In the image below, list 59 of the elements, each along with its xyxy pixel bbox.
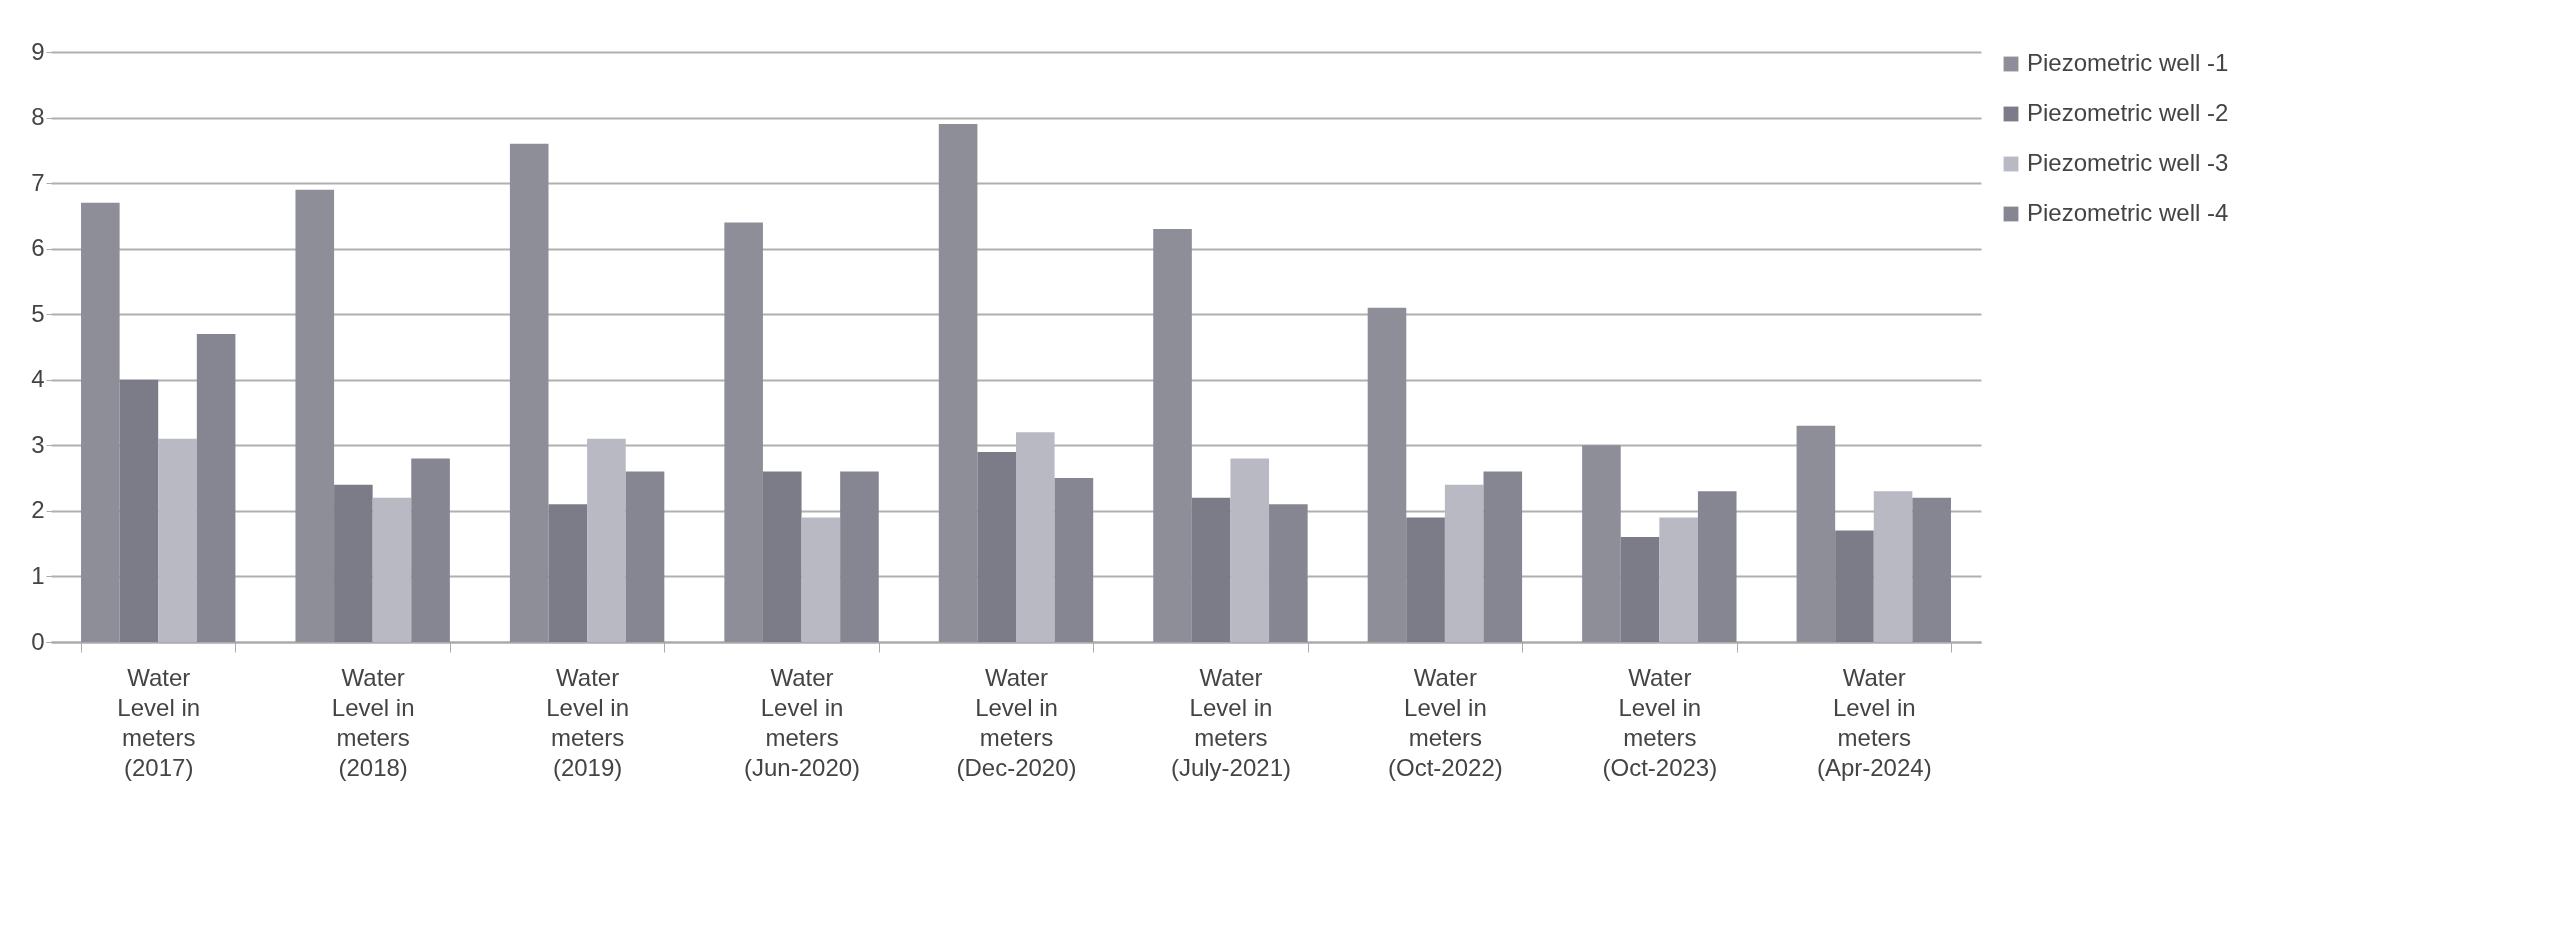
legend-label: Piezometric well -1 xyxy=(2027,49,2229,76)
bar xyxy=(1444,484,1484,642)
bar xyxy=(334,484,373,642)
bar xyxy=(411,458,450,642)
bar xyxy=(1153,229,1192,642)
bar xyxy=(1269,504,1308,642)
y-tick-label: 0 xyxy=(31,627,45,655)
bar xyxy=(762,471,802,642)
bar xyxy=(801,517,841,642)
bar xyxy=(625,471,665,642)
bar xyxy=(1367,307,1407,642)
bar xyxy=(1835,530,1874,642)
bar xyxy=(548,504,588,642)
x-tick-label: Water Level in meters (Oct-2022) xyxy=(1388,663,1503,781)
bar xyxy=(840,471,879,642)
bar xyxy=(1016,432,1055,642)
bar xyxy=(724,222,763,642)
y-tick-label: 6 xyxy=(31,234,45,262)
x-tick-label: Water Level in meters (July-2021) xyxy=(1170,663,1291,781)
y-tick-label: 3 xyxy=(31,430,45,458)
y-tick-label: 7 xyxy=(31,168,45,196)
bar xyxy=(1230,458,1270,642)
x-tick-label: Water Level in meters (Jun-2020) xyxy=(744,663,861,781)
bar xyxy=(81,202,120,642)
bar xyxy=(372,497,412,642)
bar xyxy=(1659,517,1698,642)
bar xyxy=(1620,537,1660,642)
bar xyxy=(1873,491,1913,642)
x-tick-label: Water Level in meters (Apr-2024) xyxy=(1816,663,1932,781)
x-tick-label: Water Level in meters (Dec-2020) xyxy=(956,663,1077,781)
y-tick-label: 1 xyxy=(31,561,45,589)
legend-label: Piezometric well -2 xyxy=(2027,99,2229,126)
bar xyxy=(119,379,159,642)
x-tick-label: Water Level in meters (Oct-2023) xyxy=(1602,663,1718,781)
bar xyxy=(158,438,197,642)
bar xyxy=(1054,478,1094,642)
bar xyxy=(295,189,335,642)
bar xyxy=(1912,497,1951,642)
x-tick-label: Water Level in meters (2019) xyxy=(546,663,629,781)
bar xyxy=(587,438,626,642)
bar xyxy=(1191,497,1231,642)
bar xyxy=(1697,491,1737,642)
x-tick-label: Water Level in meters (2017) xyxy=(117,663,201,781)
y-tick-label: 5 xyxy=(31,299,45,327)
x-tick-label: Water Level in meters (2018) xyxy=(331,663,415,781)
bar xyxy=(938,124,978,642)
bar xyxy=(1796,425,1836,642)
y-tick-label: 2 xyxy=(31,496,45,524)
y-tick-label: 9 xyxy=(31,37,45,65)
bar xyxy=(1483,471,1523,642)
bar xyxy=(1406,517,1445,642)
bar xyxy=(196,333,236,642)
bar xyxy=(509,143,549,642)
legend-label: Piezometric well -4 xyxy=(2027,199,2229,226)
legend-label: Piezometric well -3 xyxy=(2027,149,2229,176)
bar xyxy=(1582,445,1621,642)
y-tick-label: 4 xyxy=(31,365,45,393)
y-tick-label: 8 xyxy=(31,103,45,131)
bar xyxy=(977,451,1016,642)
